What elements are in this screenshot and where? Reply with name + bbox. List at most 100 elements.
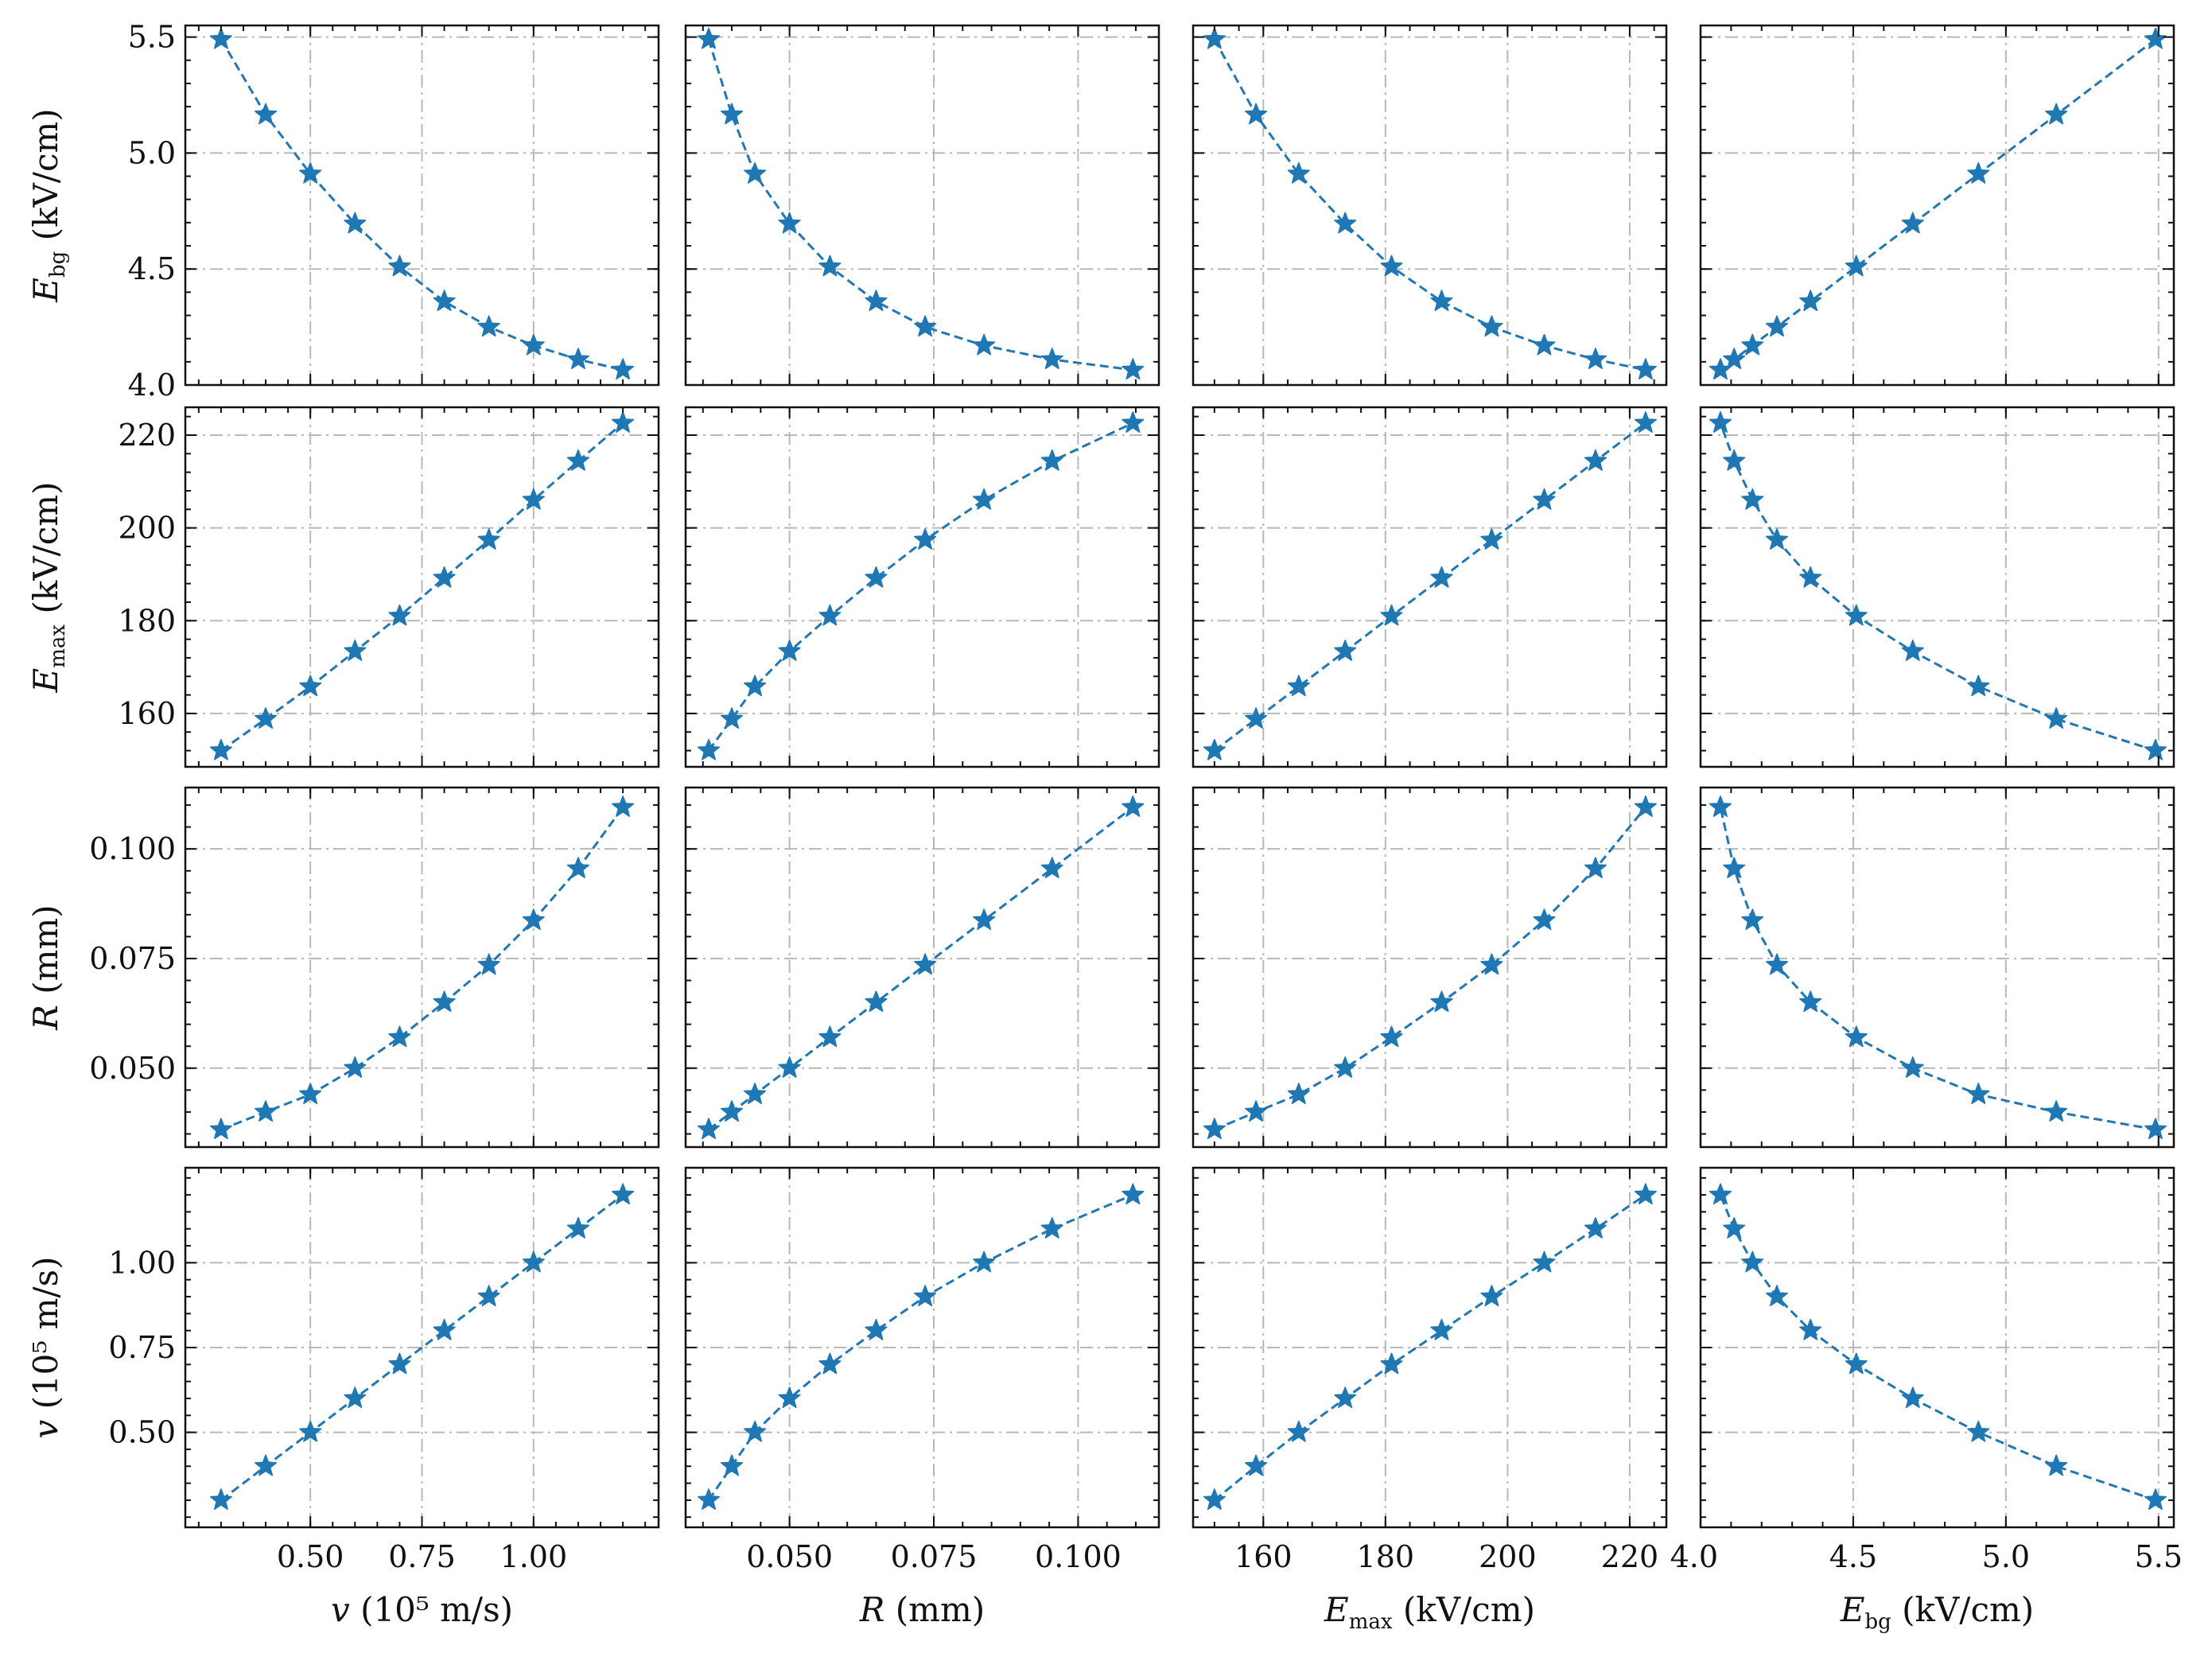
gridlines	[686, 407, 1159, 767]
gridlines	[1701, 1168, 2174, 1527]
series	[1709, 27, 2167, 380]
data-point-7	[522, 333, 545, 356]
data-point-8	[1723, 1217, 1746, 1239]
series-line	[1720, 38, 2156, 371]
data-point-4	[1845, 1352, 1868, 1375]
x-axis-label-v-symbol: v	[331, 1590, 350, 1629]
data-point-3	[778, 1387, 801, 1409]
gridlines	[185, 788, 659, 1147]
data-point-5	[433, 566, 456, 588]
data-point-6	[1765, 1285, 1789, 1307]
series	[209, 1183, 635, 1510]
gridlines	[185, 1168, 659, 1527]
data-point-0	[2144, 738, 2167, 760]
data-point-6	[477, 1285, 500, 1307]
x-axis-label-R: R (mm)	[859, 1590, 985, 1629]
data-point-6	[1480, 953, 1503, 975]
series-line	[707, 39, 1133, 371]
data-point-4	[818, 255, 842, 277]
subplot-frame	[684, 786, 1160, 1149]
data-point-0	[1203, 1118, 1226, 1140]
series-line	[1719, 1194, 2156, 1502]
data-point-7	[973, 488, 996, 510]
y-axis-label-R-symbol: R	[26, 1005, 65, 1031]
data-point-0	[1203, 738, 1226, 760]
data-point-6	[914, 315, 937, 337]
data-point-9	[1634, 795, 1657, 817]
x-tick-label: 0.50	[277, 1539, 344, 1574]
data-point-3	[1901, 640, 1924, 661]
data-point-4	[388, 604, 411, 626]
data-point-2	[299, 675, 322, 697]
data-point-6	[1765, 528, 1789, 550]
series-line	[220, 38, 624, 371]
subplot-frame	[1699, 786, 2175, 1149]
data-point-8	[566, 348, 590, 369]
data-point-7	[1533, 908, 1556, 931]
y-axis-label-R: R (mm)	[26, 904, 65, 1030]
data-point-6	[1480, 315, 1503, 337]
series	[697, 27, 1145, 380]
subplot-frame	[1192, 1166, 1668, 1529]
data-point-2	[1287, 1420, 1310, 1442]
data-point-2	[299, 1420, 322, 1442]
y-axis-label-Ebg-symbol: E	[26, 278, 65, 303]
data-point-3	[778, 1056, 801, 1078]
y-tick-label: 0.100	[89, 831, 176, 866]
data-point-4	[1845, 1025, 1868, 1048]
data-point-6	[914, 528, 937, 550]
series	[1709, 795, 2167, 1140]
data-point-5	[433, 1318, 456, 1340]
data-point-3	[1334, 1056, 1357, 1078]
data-point-8	[1040, 348, 1063, 369]
data-point-2	[1967, 1083, 1990, 1104]
data-point-1	[2045, 1100, 2068, 1122]
data-point-7	[1741, 1250, 1764, 1273]
ticks	[185, 407, 659, 767]
series-line	[1214, 806, 1647, 1131]
y-axis-label-v: v (10⁵ m/s)	[26, 1256, 65, 1438]
series	[209, 27, 635, 380]
data-point-7	[522, 488, 545, 510]
data-point-8	[1584, 348, 1607, 369]
x-axis-label-v-units: (10⁵ m/s)	[350, 1590, 513, 1629]
gridlines	[1193, 788, 1666, 1147]
series	[697, 795, 1145, 1140]
data-point-0	[2144, 1488, 2167, 1510]
data-point-8	[1040, 449, 1063, 471]
data-point-0	[697, 1118, 721, 1140]
x-axis-label-Emax-subscript: max	[1349, 1610, 1393, 1634]
gridlines	[1701, 25, 2174, 385]
series	[1709, 411, 2167, 760]
gridlines	[1193, 407, 1666, 767]
series-line	[1719, 807, 2156, 1131]
data-point-7	[973, 908, 996, 931]
x-tick-label: 0.075	[891, 1539, 978, 1574]
data-point-2	[1287, 675, 1310, 697]
x-tick-label: 1.00	[500, 1539, 568, 1574]
subplot-Emax-vs-Ebg	[1699, 406, 2175, 768]
data-point-1	[1245, 103, 1268, 125]
y-tick-label: 220	[118, 418, 176, 453]
series-line	[708, 806, 1134, 1131]
subplot-Emax-vs-Emax	[1192, 406, 1668, 768]
data-point-9	[1122, 1183, 1145, 1205]
data-point-9	[1122, 795, 1145, 817]
subplot-frame	[684, 1166, 1160, 1529]
subplot-Ebg-vs-Emax	[1192, 24, 1668, 387]
subplot-Ebg-vs-R	[684, 24, 1160, 387]
data-point-0	[1203, 27, 1226, 49]
data-point-0	[697, 1488, 721, 1510]
ticks	[1700, 788, 2174, 1147]
x-tick-label: 0.050	[746, 1539, 833, 1574]
data-point-5	[865, 1318, 888, 1340]
data-point-2	[299, 1083, 322, 1104]
y-axis-label-v-units: (10⁵ m/s)	[26, 1256, 65, 1419]
y-axis-label-R-units: (mm)	[26, 904, 65, 1005]
subplot-frame	[1192, 24, 1668, 387]
series-line	[707, 422, 1133, 752]
series-line	[1213, 38, 1646, 371]
x-tick-label: 4.0	[1670, 1539, 1718, 1574]
data-point-2	[1967, 161, 1990, 184]
